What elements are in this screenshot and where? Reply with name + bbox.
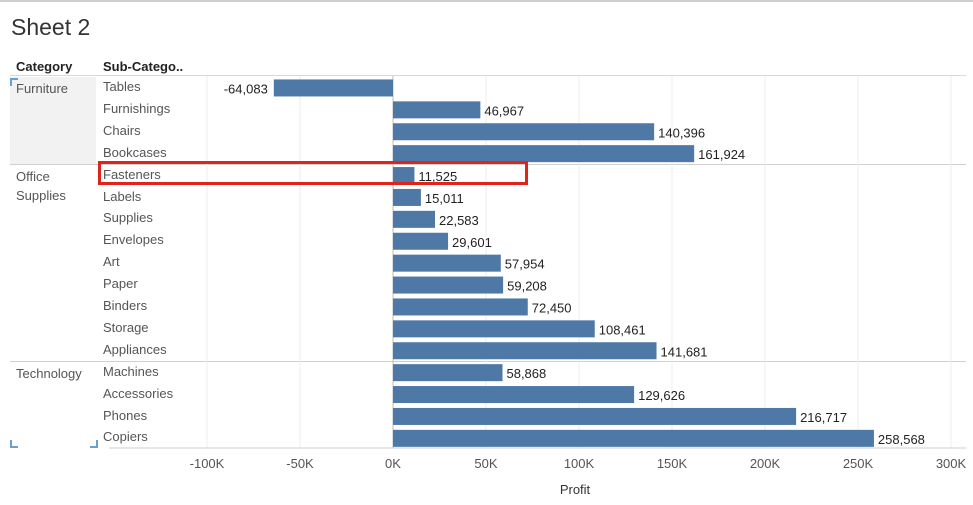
- category-separator: [10, 163, 966, 165]
- selection-corner: [10, 440, 18, 448]
- data-label: 258,568: [878, 432, 925, 447]
- subcategory-label[interactable]: Supplies: [103, 210, 153, 226]
- x-tick-label: -100K: [189, 456, 225, 471]
- x-tick-label: 250K: [842, 456, 874, 471]
- data-label: 141,681: [661, 344, 708, 359]
- category-label[interactable]: Furniture: [16, 81, 69, 96]
- data-label: 108,461: [599, 322, 646, 337]
- bar-bookcases[interactable]: [393, 145, 695, 163]
- data-label: 57,954: [505, 257, 545, 272]
- subcategory-label[interactable]: Chairs: [103, 122, 141, 138]
- header-category[interactable]: Category: [16, 59, 73, 74]
- data-label: 72,450: [532, 300, 572, 315]
- bar-storage[interactable]: [393, 320, 595, 338]
- x-tick-label: 50K: [474, 456, 498, 471]
- subcategory-label[interactable]: Appliances: [103, 341, 167, 357]
- x-tick-label: 0K: [385, 456, 401, 471]
- header-rule: [10, 75, 966, 76]
- category-selected-band: [10, 77, 96, 165]
- bar-accessories[interactable]: [393, 386, 635, 404]
- subcategory-label[interactable]: Machines: [103, 363, 159, 379]
- data-label: 59,208: [507, 279, 547, 294]
- subcategory-label[interactable]: Accessories: [103, 385, 174, 401]
- subcategory-label[interactable]: Bookcases: [103, 144, 167, 160]
- bar-machines[interactable]: [393, 364, 503, 382]
- data-label: 129,626: [638, 388, 685, 403]
- x-tick-label: -50K: [286, 456, 314, 471]
- x-tick-label: 150K: [656, 456, 688, 471]
- data-label: -64,083: [224, 81, 268, 96]
- subcategory-label[interactable]: Binders: [103, 298, 148, 313]
- header-subcategory[interactable]: Sub-Catego..: [103, 59, 184, 74]
- top-rule: [0, 0, 973, 2]
- selection-corner: [10, 78, 18, 86]
- subcategory-label[interactable]: Furnishings: [103, 100, 171, 116]
- data-label: 161,924: [698, 147, 745, 162]
- bar-furnishings[interactable]: [393, 101, 481, 119]
- x-tick-label: 100K: [563, 456, 595, 471]
- bar-envelopes[interactable]: [393, 232, 449, 250]
- bar-supplies[interactable]: [393, 210, 436, 228]
- highlight-box: [98, 161, 528, 185]
- subcategory-label[interactable]: Envelopes: [103, 232, 164, 248]
- category-label[interactable]: Office Supplies: [16, 168, 66, 203]
- subcategory-label[interactable]: Art: [103, 254, 120, 270]
- subcategory-label[interactable]: Labels: [103, 188, 142, 204]
- subcategory-label[interactable]: Paper: [103, 276, 138, 292]
- data-label: 216,717: [800, 410, 847, 425]
- bar-labels[interactable]: [393, 188, 421, 206]
- bar-appliances[interactable]: [393, 342, 657, 360]
- subcategory-label[interactable]: Phones: [103, 407, 148, 423]
- subcategory-label[interactable]: Copiers: [103, 429, 148, 445]
- subcategory-label[interactable]: Fasteners: [103, 166, 161, 182]
- data-label: 11,525: [418, 169, 457, 184]
- data-label: 22,583: [439, 213, 479, 228]
- bar-copiers[interactable]: [393, 429, 874, 447]
- category-label[interactable]: Technology: [16, 365, 82, 381]
- bar-fasteners[interactable]: [393, 167, 415, 185]
- x-tick-label: 200K: [749, 456, 781, 471]
- bar-paper[interactable]: [393, 276, 504, 294]
- bar-chairs[interactable]: [393, 123, 655, 141]
- subcategory-label[interactable]: Tables: [103, 79, 141, 94]
- bar-phones[interactable]: [393, 407, 797, 425]
- data-label: 15,011: [425, 191, 464, 206]
- subcategory-label[interactable]: Storage: [103, 319, 149, 335]
- data-label: 29,601: [452, 235, 492, 250]
- bar-tables[interactable]: [273, 79, 393, 97]
- selection-corner: [90, 440, 98, 448]
- bar-binders[interactable]: [393, 298, 528, 316]
- x-tick-label: 300K: [935, 456, 967, 471]
- category-separator: [10, 360, 966, 362]
- data-label: 46,967: [484, 103, 524, 118]
- bar-art[interactable]: [393, 254, 501, 272]
- x-axis-title: Profit: [559, 482, 591, 497]
- data-label: 140,396: [658, 125, 705, 140]
- data-label: 58,868: [506, 366, 546, 381]
- sheet-title: Sheet 2: [11, 14, 91, 40]
